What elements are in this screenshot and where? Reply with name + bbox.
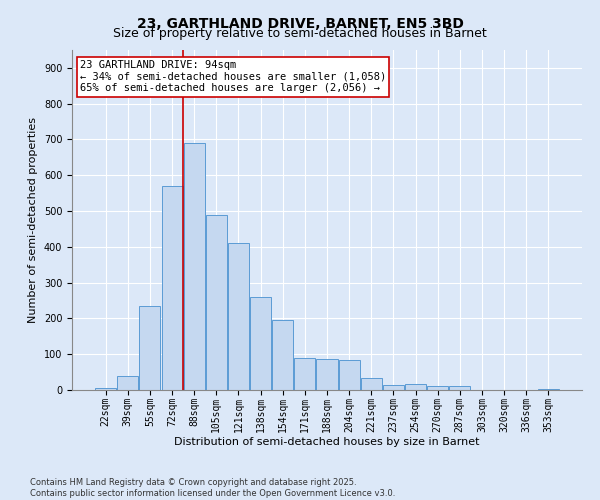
Bar	[118, 376, 139, 390]
Text: 23 GARTHLAND DRIVE: 94sqm
← 34% of semi-detached houses are smaller (1,058)
65% : 23 GARTHLAND DRIVE: 94sqm ← 34% of semi-…	[80, 60, 386, 94]
Bar	[95, 388, 116, 390]
Bar	[228, 244, 249, 390]
Bar	[383, 386, 404, 390]
Bar	[139, 306, 160, 390]
Bar	[272, 320, 293, 390]
Bar	[250, 297, 271, 390]
Bar	[361, 378, 382, 390]
X-axis label: Distribution of semi-detached houses by size in Barnet: Distribution of semi-detached houses by …	[174, 437, 480, 447]
Bar	[427, 386, 448, 390]
Text: Contains HM Land Registry data © Crown copyright and database right 2025.
Contai: Contains HM Land Registry data © Crown c…	[30, 478, 395, 498]
Bar	[161, 186, 182, 390]
Bar	[184, 143, 205, 390]
Bar	[338, 360, 359, 390]
Text: Size of property relative to semi-detached houses in Barnet: Size of property relative to semi-detach…	[113, 28, 487, 40]
Text: 23, GARTHLAND DRIVE, BARNET, EN5 3BD: 23, GARTHLAND DRIVE, BARNET, EN5 3BD	[137, 18, 463, 32]
Bar	[206, 214, 227, 390]
Y-axis label: Number of semi-detached properties: Number of semi-detached properties	[28, 117, 38, 323]
Bar	[449, 386, 470, 390]
Bar	[405, 384, 426, 390]
Bar	[295, 358, 316, 390]
Bar	[316, 358, 338, 390]
